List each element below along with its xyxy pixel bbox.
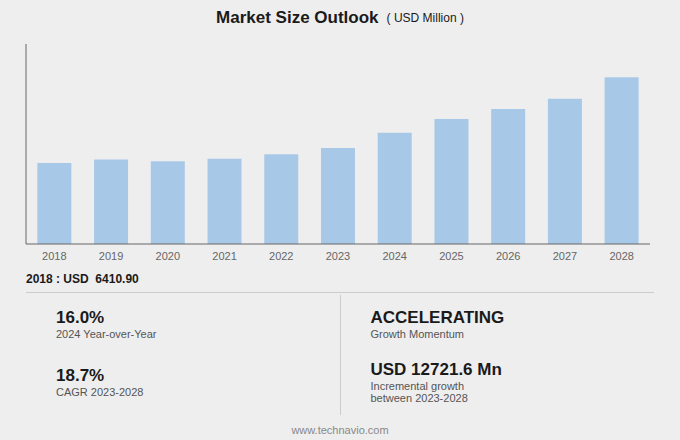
svg-text:2021: 2021 (212, 250, 236, 262)
html-text:ACCELERATING: ACCELERATING (370, 308, 505, 327)
svg-text:2027: 2027 (553, 250, 577, 262)
html-text:2018 : USD 6410.90: 2018 : USD 6410.90 (26, 272, 139, 286)
svg-text:2026: 2026 (496, 250, 520, 262)
svg-text:2019: 2019 (99, 250, 123, 262)
svg-text:2024: 2024 (382, 250, 406, 262)
html-text:Growth Momentum: Growth Momentum (370, 328, 464, 340)
svg-text:2023: 2023 (326, 250, 350, 262)
html-text:2024 Year-over-Year: 2024 Year-over-Year (56, 328, 157, 340)
html-text:between 2023-2028: between 2023-2028 (370, 392, 468, 404)
html-text:Market Size Outlook: Market Size Outlook (216, 8, 379, 27)
svg-text:2020: 2020 (156, 250, 180, 262)
html-text:( USD Million ): ( USD Million ) (386, 11, 464, 25)
html-text:18.7%: 18.7% (56, 366, 105, 385)
svg-text:2025: 2025 (439, 250, 463, 262)
svg-text:2028: 2028 (609, 250, 633, 262)
svg-text:2018: 2018 (42, 250, 66, 262)
html-text:www.technavio.com: www.technavio.com (291, 424, 389, 436)
html-text:USD 12721.6 Mn: USD 12721.6 Mn (370, 360, 502, 379)
html-text:CAGR 2023-2028: CAGR 2023-2028 (56, 386, 144, 398)
html-text:16.0%: 16.0% (56, 308, 105, 327)
html-text:Incremental growth: Incremental growth (370, 380, 464, 392)
svg-text:2022: 2022 (269, 250, 293, 262)
